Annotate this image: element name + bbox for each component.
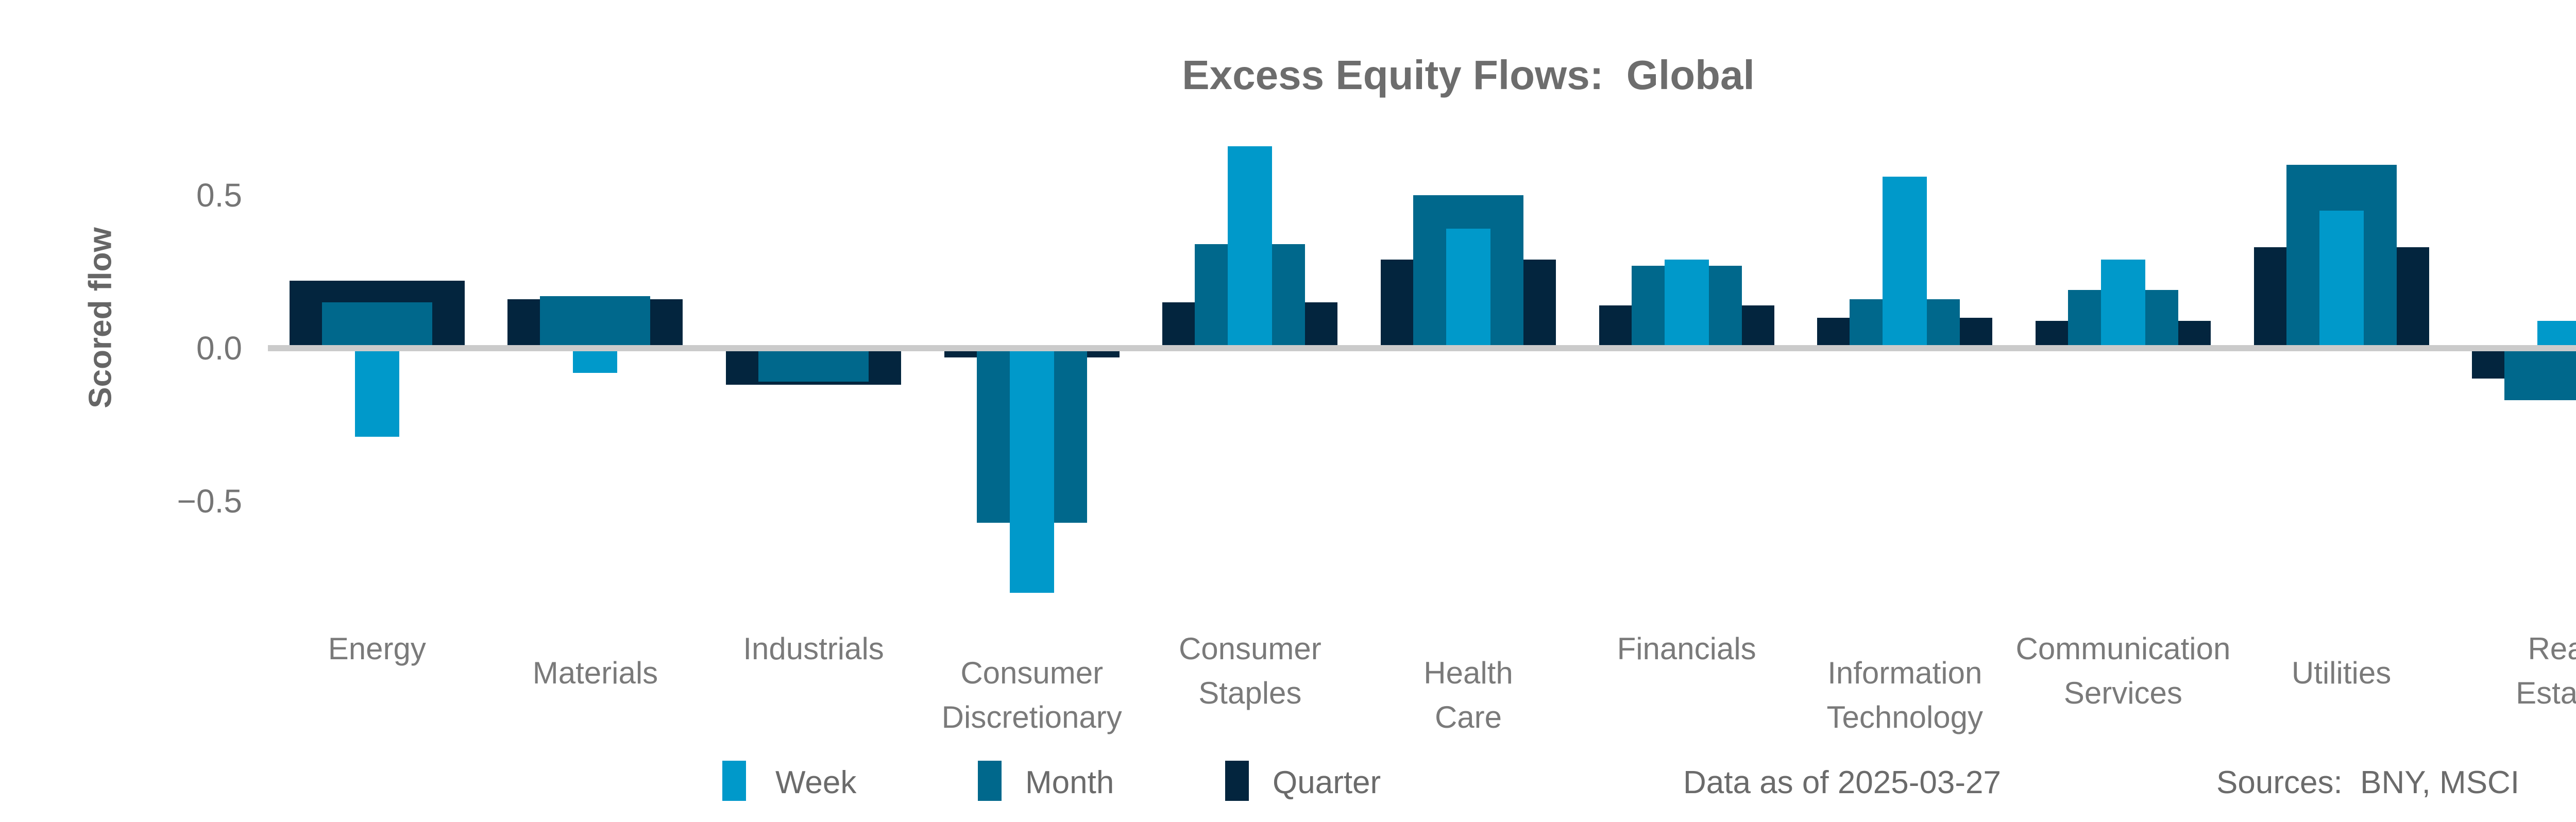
bar-week-health-care	[1446, 229, 1490, 348]
y-tick-label: −0.5	[177, 483, 242, 520]
y-axis-label: Scored flow	[82, 227, 118, 408]
bar-week-financials	[1664, 259, 1709, 348]
y-tick-label: 0.0	[196, 330, 242, 367]
bar-week-consumer-staples	[1228, 146, 1273, 348]
x-label-financials: Financials	[1617, 631, 1756, 666]
bar-month-energy	[321, 302, 432, 348]
x-label-health-care: Health Care	[1423, 656, 1513, 734]
x-label-consumer-staples: Consumer Staples	[1178, 631, 1321, 710]
bar-month-materials	[540, 296, 651, 348]
legend-label-week: Week	[775, 765, 857, 800]
x-label-utilities: Utilities	[2291, 656, 2392, 690]
legend-swatch-month	[978, 761, 1002, 801]
x-label-communication-services: Communication Services	[2015, 631, 2231, 710]
x-label-industrials: Industrials	[743, 631, 884, 666]
x-label-information-technology: Information Technology	[1826, 656, 1984, 734]
legend-swatch-quarter	[1225, 761, 1249, 801]
bar-month-real-estate	[2504, 348, 2576, 400]
sources-note: Sources: BNY, MSCI	[2216, 765, 2520, 800]
legend-swatch-week	[722, 761, 746, 801]
y-tick-label: 0.5	[196, 177, 242, 214]
x-label-energy: Energy	[328, 631, 426, 666]
chart-title: Excess Equity Flows: Global	[1182, 52, 1755, 98]
legend-label-quarter: Quarter	[1273, 765, 1381, 800]
bar-week-materials	[573, 348, 618, 373]
data-as-of-note: Data as of 2025-03-27	[1683, 765, 2001, 800]
bar-week-energy	[354, 348, 399, 437]
bar-month-industrials	[758, 348, 869, 382]
bar-week-information-technology	[1883, 177, 1927, 348]
x-label-materials: Materials	[532, 656, 658, 690]
bar-week-real-estate	[2537, 320, 2576, 348]
bar-week-consumer-discretionary	[1009, 348, 1054, 593]
bar-week-utilities	[2319, 210, 2364, 348]
zero-axis-line	[268, 345, 2576, 351]
legend-label-month: Month	[1025, 765, 1114, 800]
x-label-consumer-discretionary: Consumer Discretionary	[941, 656, 1122, 734]
bar-week-communication-services	[2100, 259, 2145, 348]
x-label-real-estate: RealEstate	[2516, 631, 2576, 710]
